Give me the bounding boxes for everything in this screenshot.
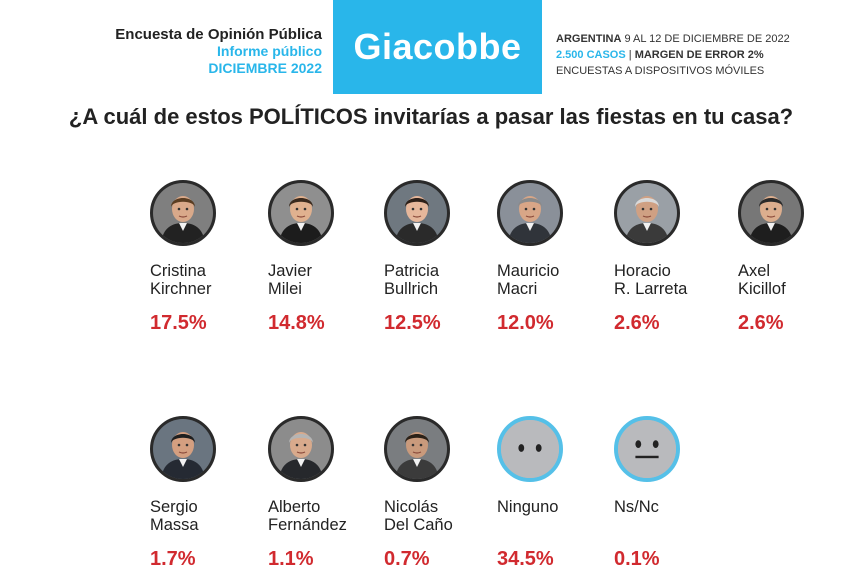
data-label: 0.1%: [614, 548, 660, 570]
candidate-name-line2: Kirchner: [150, 280, 212, 298]
person-photo-icon: [384, 180, 450, 246]
candidate-name-line1: Nicolás: [384, 498, 439, 516]
candidate-name-line2: Macri: [497, 280, 538, 298]
candidate-name: Ninguno: [497, 498, 627, 516]
candidate-name: Horacio R. Larreta: [614, 262, 744, 298]
candidate-name-line1: Ninguno: [497, 498, 559, 516]
survey-cases: 2.500 CASOS: [556, 49, 626, 61]
candidate-name-line1: Alberto: [268, 498, 321, 516]
candidate-name: Javier Milei: [268, 262, 398, 298]
candidate-name-line1: Horacio: [614, 262, 671, 280]
candidate-name-line1: Axel: [738, 262, 771, 280]
candidate-name-line2: R. Larreta: [614, 280, 688, 298]
person-photo-icon: [738, 180, 804, 246]
candidate-name-line1: Cristina: [150, 262, 206, 280]
candidate-name-line2: Milei: [268, 280, 302, 298]
survey-header-right: ARGENTINA 9 AL 12 DE DICIEMBRE DE 2022 2…: [556, 31, 856, 79]
survey-separator: |: [625, 49, 635, 61]
neutral-face-icon: [614, 416, 680, 482]
candidate-name-line2: Kicillof: [738, 280, 786, 298]
candidate-name-line2: Del Caño: [384, 516, 453, 534]
candidate-name-line1: Mauricio: [497, 262, 560, 280]
candidate-name: Ns/Nc: [614, 498, 744, 516]
candidate-name-line2: Massa: [150, 516, 199, 534]
data-label: 12.0%: [497, 312, 554, 334]
person-photo-icon: [614, 180, 680, 246]
survey-margin: MARGEN DE ERROR 2%: [634, 49, 764, 61]
candidate-name: Axel Kicillof: [738, 262, 862, 298]
survey-sample-line: 2.500 CASOS | MARGEN DE ERROR 2%: [556, 47, 856, 63]
person-photo-icon: [150, 180, 216, 246]
data-label: 17.5%: [150, 312, 207, 334]
data-label: 2.6%: [614, 312, 660, 334]
data-label: 1.1%: [268, 548, 314, 570]
survey-country: ARGENTINA: [556, 33, 622, 45]
survey-title: Encuesta de Opinión Pública: [115, 26, 322, 43]
person-photo-icon: [497, 180, 563, 246]
data-label: 1.7%: [150, 548, 196, 570]
candidate-name-line2: Fernández: [268, 516, 347, 534]
candidate-name-line1: Patricia: [384, 262, 440, 280]
data-label: 0.7%: [384, 548, 430, 570]
data-label: 14.8%: [268, 312, 325, 334]
survey-dates: 9 AL 12 DE DICIEMBRE DE 2022: [621, 33, 790, 45]
survey-subtitle: Informe público: [217, 43, 322, 59]
brand-logo: Giacobbe: [333, 0, 542, 94]
candidate-name: Alberto Fernández: [268, 498, 398, 534]
data-label: 2.6%: [738, 312, 784, 334]
person-photo-icon: [268, 416, 334, 482]
candidate-name: Mauricio Macri: [497, 262, 627, 298]
candidate-name-line1: Ns/Nc: [614, 498, 659, 516]
person-photo-icon: [268, 180, 334, 246]
survey-header-left: Encuesta de Opinión Pública Informe públ…: [60, 26, 322, 77]
blank-face-icon: [497, 416, 563, 482]
survey-month: DICIEMBRE 2022: [208, 60, 322, 76]
candidate-name: Sergio Massa: [150, 498, 280, 534]
person-photo-icon: [150, 416, 216, 482]
data-label: 34.5%: [497, 548, 554, 570]
data-label: 12.5%: [384, 312, 441, 334]
candidate-name: Patricia Bullrich: [384, 262, 514, 298]
candidate-name: Cristina Kirchner: [150, 262, 280, 298]
survey-method: ENCUESTAS A DISPOSITIVOS MÓVILES: [556, 65, 765, 77]
person-photo-icon: [384, 416, 450, 482]
candidate-name-line2: Bullrich: [384, 280, 439, 298]
candidate-name: Nicolás Del Caño: [384, 498, 514, 534]
brand-name: Giacobbe: [353, 26, 522, 67]
chart-title: ¿A cuál de estos POLÍTICOS invitarías a …: [68, 104, 794, 129]
candidate-name-line1: Javier: [268, 262, 313, 280]
candidate-name-line1: Sergio: [150, 498, 198, 516]
survey-date-line: ARGENTINA 9 AL 12 DE DICIEMBRE DE 2022: [556, 31, 856, 47]
